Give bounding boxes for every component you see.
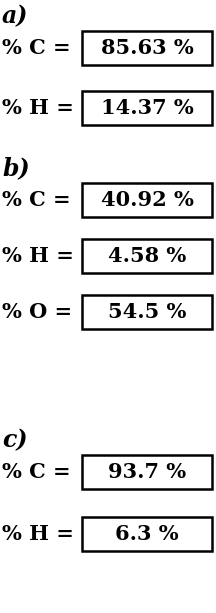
Text: % C =: % C = [2,190,78,210]
Text: % H =: % H = [2,246,81,266]
FancyBboxPatch shape [82,91,212,125]
Text: 14.37 %: 14.37 % [101,98,193,118]
Text: 54.5 %: 54.5 % [108,302,186,322]
Text: % H =: % H = [2,524,81,544]
Text: % H =: % H = [2,98,81,118]
FancyBboxPatch shape [82,239,212,273]
Text: % C =: % C = [2,462,78,482]
Text: % O =: % O = [2,302,79,322]
FancyBboxPatch shape [82,183,212,217]
FancyBboxPatch shape [82,455,212,489]
Text: b): b) [2,156,30,180]
FancyBboxPatch shape [82,295,212,329]
FancyBboxPatch shape [82,517,212,551]
Text: % C =: % C = [2,38,78,58]
Text: a): a) [2,4,28,28]
Text: c): c) [2,428,27,452]
Text: 6.3 %: 6.3 % [115,524,179,544]
Text: 93.7 %: 93.7 % [108,462,186,482]
Text: 40.92 %: 40.92 % [101,190,194,210]
Text: 4.58 %: 4.58 % [108,246,186,266]
Text: 85.63 %: 85.63 % [101,38,193,58]
FancyBboxPatch shape [82,31,212,65]
